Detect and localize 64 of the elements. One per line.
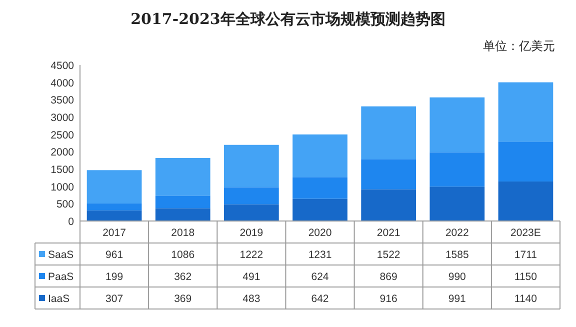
data-label: 483 [242,293,260,305]
bar [224,144,279,188]
y-tick-label: 4500 [50,60,74,72]
x-tick-label: 2021 [376,227,400,239]
data-label: 1086 [171,249,195,261]
y-tick-label: 0 [68,216,74,228]
legend-label: PaaS [48,271,74,283]
bar [292,198,348,221]
bar [361,189,416,221]
data-label: 961 [106,249,124,261]
bar [361,159,416,190]
x-tick-label: 2017 [102,227,126,239]
chart-title: 2017-2023年全球公有云市场规模预测趋势图 [130,10,446,28]
y-tick-label: 3000 [50,112,74,124]
y-tick-label: 4000 [50,77,74,90]
bar [292,134,348,178]
bar [224,204,279,221]
data-label: 491 [242,271,260,283]
bar [155,208,210,221]
bar [430,186,485,221]
data-label: 642 [311,293,329,305]
y-tick-label: 500 [56,198,74,211]
bar [155,158,210,196]
bar [86,203,142,210]
data-label: 1231 [308,249,332,261]
bar [498,142,554,182]
data-label: 1140 [514,293,538,305]
data-label: 990 [448,271,466,283]
chart-subtitle: 单位：亿美元 [483,39,555,53]
bar [498,181,554,221]
legend-label: IaaS [48,293,70,305]
y-tick-label: 2000 [50,146,74,159]
x-tick-label: 2018 [171,227,195,239]
bar [86,210,142,221]
data-label: 1585 [445,249,469,261]
y-tick-label: 1000 [50,181,74,194]
bar [430,152,485,187]
y-tick-label: 3500 [50,94,74,107]
x-tick-label: 2022 [445,227,469,239]
data-label: 199 [106,271,124,283]
data-label: 869 [380,271,398,283]
bar [361,106,416,160]
bar [155,196,210,208]
data-label: 991 [448,293,466,305]
bar [498,82,554,142]
y-tick-label: 1500 [50,164,74,176]
data-label: 1222 [240,249,264,261]
data-label: 1522 [376,249,400,261]
bar [430,97,485,152]
bar [86,170,142,204]
data-label: 307 [106,293,124,305]
legend-label: SaaS [48,249,74,261]
bar [292,177,348,199]
data-label: 369 [174,293,192,305]
data-label: 1711 [514,249,538,261]
x-tick-label: 2019 [240,227,264,239]
data-label: 362 [174,271,192,283]
data-label: 916 [380,293,398,305]
data-label: 1150 [514,271,538,283]
bar [224,187,279,204]
data-label: 624 [311,271,329,283]
x-tick-label: 2023E [510,227,541,239]
x-tick-label: 2020 [308,227,332,239]
y-tick-label: 2500 [50,129,74,142]
